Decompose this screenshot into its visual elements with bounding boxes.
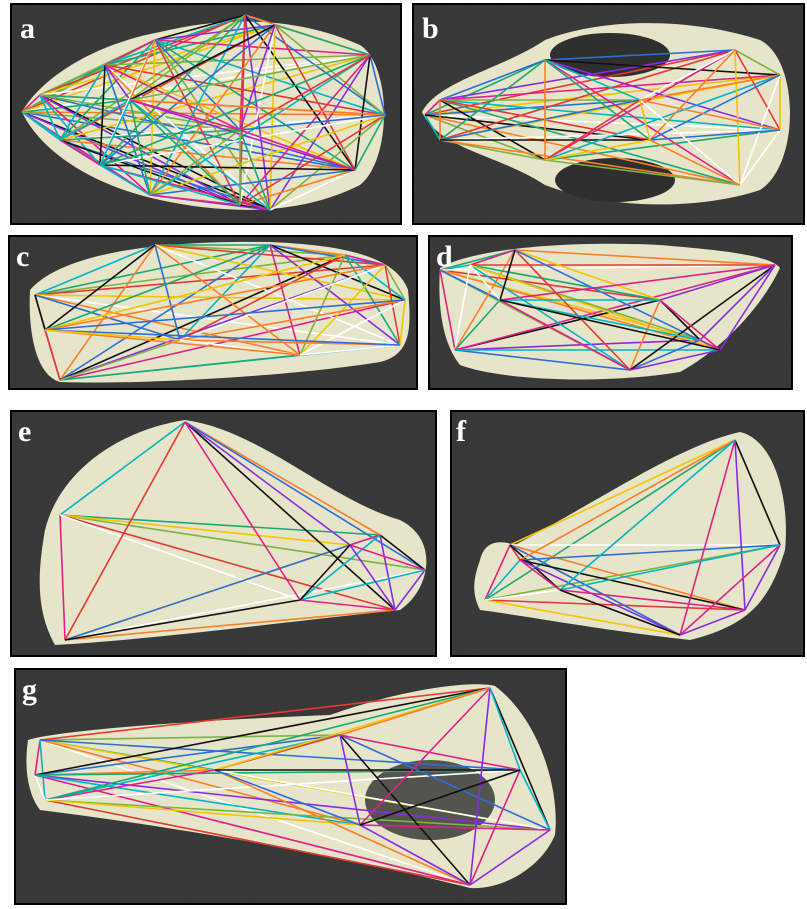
- panel-f: f: [450, 410, 805, 657]
- panel-label: d: [436, 240, 453, 273]
- panel-label: f: [456, 415, 467, 448]
- page: {"panels": [{"label": "a"}, {"label": "b…: [0, 0, 807, 909]
- panel-e: e: [10, 410, 437, 657]
- panel-a: a: [10, 3, 402, 225]
- panel-label: c: [16, 240, 29, 273]
- panel-d: d: [428, 235, 793, 390]
- panel-label: b: [422, 12, 439, 45]
- panel-b: b: [412, 3, 805, 225]
- panel-label: e: [18, 415, 31, 448]
- panel-g: g: [14, 668, 567, 905]
- panel-label: g: [22, 673, 37, 706]
- bone-opening: [555, 158, 675, 202]
- panel-label: a: [20, 12, 35, 45]
- panel-c: c: [8, 235, 418, 390]
- figure: a b c d e f g: [0, 0, 807, 909]
